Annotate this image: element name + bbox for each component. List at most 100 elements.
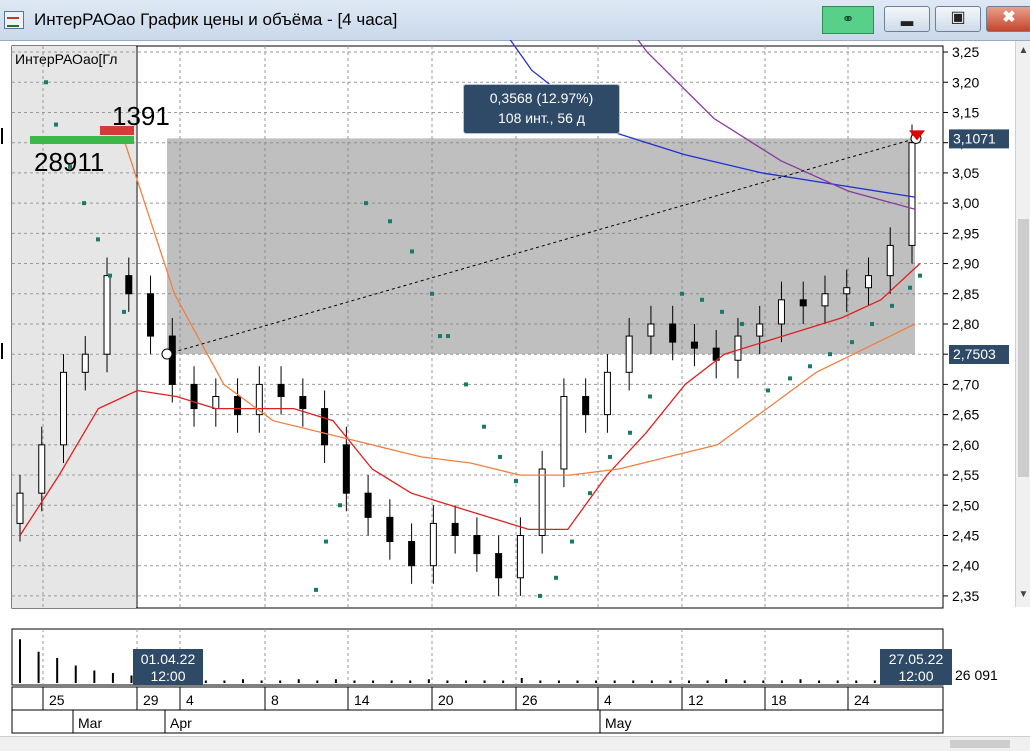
y-tick-label: 2,70 — [952, 376, 979, 392]
sar-dot — [808, 364, 812, 369]
day-tick-label: 12 — [688, 692, 704, 708]
order-book-ask-bar — [100, 126, 134, 135]
range-intervals: 108 инт., 56 д — [498, 110, 585, 126]
range-change: 0,3568 (12.97%) — [489, 90, 594, 106]
candle-body — [495, 553, 503, 579]
candle-body — [125, 275, 133, 295]
sar-dot — [908, 285, 912, 290]
day-tick-label: 14 — [354, 692, 370, 708]
y-tick-label: 2,80 — [952, 316, 979, 332]
horizontal-scrollbar[interactable] — [0, 736, 1030, 751]
y-tick-label: 3,25 — [952, 44, 979, 60]
chart-app-icon — [4, 11, 24, 29]
cursor-end-time: 12:00 — [898, 668, 933, 684]
sar-dot — [82, 201, 86, 206]
ma-long-purple-line — [637, 40, 916, 210]
sar-dot — [338, 503, 342, 508]
candle-body — [321, 408, 329, 446]
sar-dot — [54, 122, 58, 127]
cursor-start-time: 12:00 — [150, 668, 185, 684]
price-marker-high: 3,1071 — [953, 130, 996, 146]
price-chart[interactable]: 3,253,203,153,103,053,002,952,902,852,80… — [0, 40, 1015, 610]
order-book-bid-bar — [30, 136, 134, 144]
sar-dot — [324, 539, 328, 544]
scroll-thumb[interactable] — [1018, 219, 1029, 477]
vertical-scrollbar[interactable]: ▲ ▼ — [1015, 41, 1030, 607]
candle-body — [886, 244, 894, 277]
candle-body — [190, 383, 198, 410]
ma-fast-line — [19, 263, 921, 536]
candle-body — [756, 323, 764, 337]
y-tick-label: 3,15 — [952, 104, 979, 120]
price-marker-high-box — [949, 129, 1009, 149]
sar-dot — [498, 454, 502, 459]
close-button[interactable]: ✖ — [986, 6, 1030, 32]
price-marker-low-box — [949, 345, 1009, 365]
candle-body — [234, 395, 242, 416]
candle-body — [473, 534, 481, 555]
volume-value: 26 091 — [955, 667, 998, 683]
y-tick-label: 2,35 — [952, 588, 979, 604]
candle-body — [625, 335, 633, 373]
link-icon: ⚭ — [841, 11, 855, 28]
sar-dot — [700, 297, 704, 302]
sar-dot — [890, 303, 894, 308]
sar-dot — [766, 388, 770, 393]
sar-dot — [554, 575, 558, 580]
sar-dot — [430, 291, 434, 296]
minimize-button[interactable]: ▂ — [884, 6, 930, 32]
sar-dot — [122, 309, 126, 314]
sar-dot — [96, 237, 100, 242]
y-tick-label: 2,55 — [952, 467, 979, 483]
candle-body — [799, 299, 807, 307]
sar-dot — [740, 321, 744, 326]
sar-dot — [788, 376, 792, 381]
day-tick-label: 4 — [604, 692, 612, 708]
candle-body — [603, 371, 611, 416]
sar-dot — [588, 491, 592, 496]
candle-body — [408, 541, 416, 567]
sar-dot — [570, 539, 574, 544]
candle-body — [212, 395, 220, 410]
sar-dot — [720, 309, 724, 314]
hscroll-thumb[interactable] — [950, 740, 1010, 748]
sar-dot — [538, 593, 542, 598]
measure-trend-line — [166, 137, 917, 355]
sar-dot — [628, 430, 632, 435]
candle-body — [299, 395, 307, 410]
month-tick-label: May — [605, 715, 631, 731]
candle-body — [277, 383, 285, 397]
minimize-icon: ▂ — [900, 9, 914, 26]
day-tick-label: 18 — [771, 692, 787, 708]
maximize-button[interactable]: ▣ — [935, 6, 981, 32]
candle-body — [38, 444, 46, 494]
day-tick-label: 20 — [438, 692, 454, 708]
order-book-ask: 1391 — [112, 101, 170, 131]
y-tick-label: 3,00 — [952, 195, 979, 211]
candle-body — [908, 142, 916, 246]
y-tick-label: 3,05 — [952, 165, 979, 181]
sar-dot — [446, 334, 450, 339]
range-tooltip: 0,3568 (12.97%) 108 инт., 56 д — [463, 84, 620, 134]
candle-body — [103, 275, 111, 355]
y-tick-label: 2,90 — [952, 256, 979, 272]
link-button[interactable]: ⚭ — [822, 6, 874, 34]
scroll-down-icon[interactable]: ▼ — [1018, 589, 1029, 600]
scroll-up-icon[interactable]: ▲ — [1018, 45, 1029, 56]
sar-dot — [388, 219, 392, 224]
candle-body — [147, 293, 155, 337]
candle-body — [669, 323, 677, 343]
candle-body — [538, 468, 546, 536]
day-tick-label: 26 — [522, 692, 538, 708]
date-axis: 25 29 4 8 14 20 26 4 12 18 24 Mar Apr May — [11, 686, 944, 734]
candle-body — [60, 371, 68, 446]
close-icon: ✖ — [1002, 9, 1016, 26]
sar-dot — [514, 479, 518, 484]
sar-dot — [870, 321, 874, 326]
sar-dot — [364, 201, 368, 206]
candle-body — [821, 293, 829, 307]
day-tick-label: 29 — [143, 692, 159, 708]
sar-dot — [828, 352, 832, 357]
ma-slow-line — [124, 142, 916, 476]
